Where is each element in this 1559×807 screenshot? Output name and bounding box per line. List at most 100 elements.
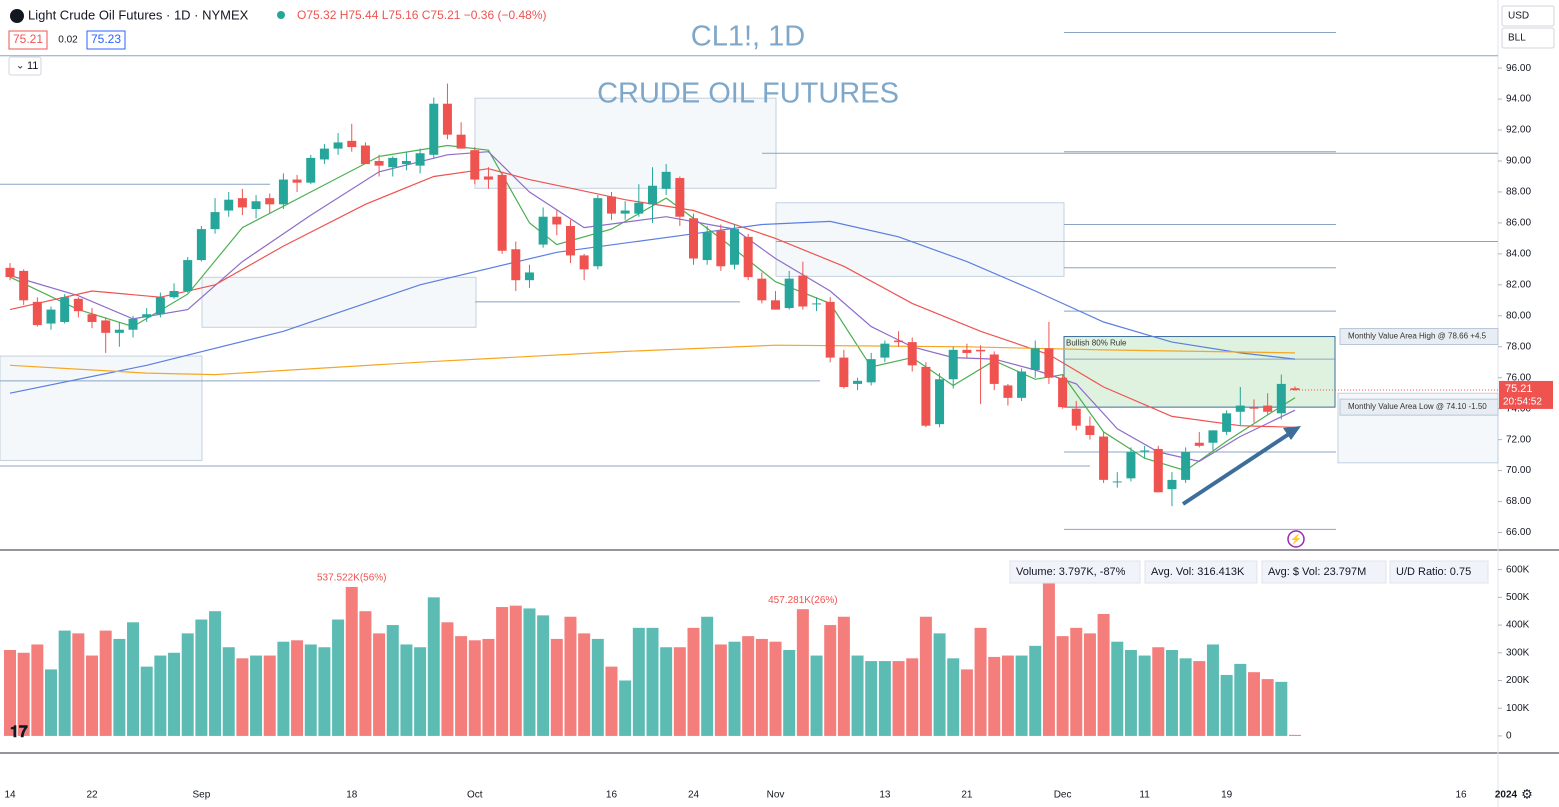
x-tick-label: 16 bbox=[1455, 790, 1467, 801]
volume-bar bbox=[427, 597, 440, 736]
candle-body bbox=[237, 198, 247, 208]
candle-body bbox=[114, 329, 124, 333]
bid-box[interactable] bbox=[8, 30, 48, 50]
candle-body bbox=[552, 216, 562, 225]
candle-body bbox=[866, 359, 876, 383]
candle-body bbox=[388, 157, 398, 168]
volume-bar bbox=[195, 619, 208, 736]
candle-body bbox=[524, 272, 534, 281]
volume-bar bbox=[701, 616, 714, 736]
zone bbox=[775, 202, 1065, 277]
candle-body bbox=[360, 145, 370, 165]
y2-tick-label: 100K bbox=[1506, 703, 1530, 714]
candle-body bbox=[579, 255, 589, 270]
volume-bar bbox=[373, 633, 386, 736]
volume-bar bbox=[154, 655, 167, 736]
candle-body bbox=[853, 380, 863, 384]
candle-body bbox=[73, 298, 83, 312]
volume-bar bbox=[482, 638, 495, 736]
candle-body bbox=[415, 153, 425, 166]
candle-body bbox=[456, 134, 466, 149]
x-tick-label: 16 bbox=[606, 790, 618, 801]
candle-body bbox=[798, 275, 808, 307]
candle-body bbox=[1194, 442, 1204, 446]
volume-bar bbox=[4, 650, 16, 736]
unit-button[interactable] bbox=[1501, 27, 1555, 49]
candle-body bbox=[784, 278, 794, 309]
x-tick-label: 21 bbox=[961, 790, 973, 801]
volume-bar bbox=[455, 636, 468, 736]
event-icon[interactable] bbox=[1287, 530, 1305, 548]
candle-body bbox=[497, 174, 507, 251]
indicators-toggle[interactable] bbox=[8, 56, 42, 76]
volume-bar bbox=[99, 630, 112, 736]
candle-body bbox=[894, 340, 904, 343]
candle-body bbox=[347, 140, 357, 148]
countdown: 20:54:52 bbox=[1503, 397, 1542, 408]
volume-bar bbox=[318, 647, 331, 736]
value-area-label: Monthly Value Area Low @ 74.10 -1.50 bbox=[1348, 402, 1487, 411]
candle-body bbox=[1263, 405, 1273, 412]
candle-body bbox=[1276, 383, 1286, 414]
candle-body bbox=[661, 171, 671, 189]
chevron: ⌄ bbox=[16, 61, 24, 72]
candle-body bbox=[976, 349, 986, 352]
volume-bar bbox=[17, 652, 30, 736]
volume-bar bbox=[755, 638, 768, 736]
volume-bar bbox=[1029, 645, 1042, 736]
y-tick-label: 86.00 bbox=[1506, 218, 1531, 229]
trend-arrow bbox=[1181, 428, 1297, 506]
candle-body bbox=[880, 343, 890, 358]
zone bbox=[201, 276, 477, 328]
candle-body bbox=[647, 185, 657, 205]
volume-bar bbox=[209, 611, 222, 736]
moving-average bbox=[9, 151, 1296, 462]
volume-bar bbox=[947, 658, 960, 736]
candle-body bbox=[935, 379, 945, 425]
volume-bar bbox=[263, 655, 276, 736]
volume-bar bbox=[960, 669, 973, 736]
candle-body bbox=[1112, 481, 1122, 483]
volume-bar bbox=[824, 625, 837, 736]
y-tick-label: 82.00 bbox=[1506, 279, 1531, 290]
volume-bar bbox=[660, 647, 673, 736]
ohlc-legend: O75.32 H75.44 L75.16 C75.21 −0.36 (−0.48… bbox=[297, 8, 547, 22]
event-icon-glyph: ⚡ bbox=[1290, 533, 1302, 546]
candle-body bbox=[155, 297, 165, 315]
last-price-box bbox=[1499, 380, 1553, 409]
x-tick-label: 18 bbox=[346, 790, 358, 801]
value-area-label: Monthly Value Area High @ 78.66 +4.5 bbox=[1348, 332, 1487, 341]
candle-body bbox=[101, 320, 111, 333]
candle-body bbox=[757, 278, 767, 301]
candle-body bbox=[907, 342, 917, 366]
volume-bar bbox=[564, 616, 577, 736]
currency-button[interactable] bbox=[1501, 5, 1555, 27]
candle-body bbox=[962, 349, 972, 353]
candle-body bbox=[1017, 371, 1027, 398]
volume-bar bbox=[1124, 650, 1137, 736]
volume-bar bbox=[1275, 681, 1288, 736]
y2-tick-label: 500K bbox=[1506, 592, 1530, 603]
volume-bar bbox=[769, 641, 782, 736]
settings-icon[interactable]: ⚙ bbox=[1521, 786, 1533, 801]
x-tick-label: 11 bbox=[1139, 790, 1150, 801]
symbol-icon bbox=[10, 9, 24, 23]
candle-body bbox=[306, 157, 316, 183]
candle-body bbox=[1044, 348, 1054, 378]
x-tick-label: 14 bbox=[4, 790, 16, 801]
candle-body bbox=[5, 267, 15, 278]
status-dot bbox=[277, 11, 285, 19]
value-area-tag bbox=[1339, 398, 1499, 416]
volume-bar bbox=[86, 655, 99, 736]
volume-bar bbox=[414, 647, 427, 736]
volume-bar bbox=[1056, 636, 1069, 736]
volume-bar bbox=[933, 633, 946, 736]
candle-body bbox=[292, 179, 302, 183]
volume-bar bbox=[974, 627, 987, 736]
volume-bar bbox=[1042, 580, 1055, 736]
candle-body bbox=[730, 229, 740, 265]
volume-bar bbox=[1111, 641, 1124, 736]
candle-body bbox=[511, 249, 521, 281]
volume-bar bbox=[550, 638, 563, 736]
ask-box[interactable] bbox=[86, 30, 126, 50]
